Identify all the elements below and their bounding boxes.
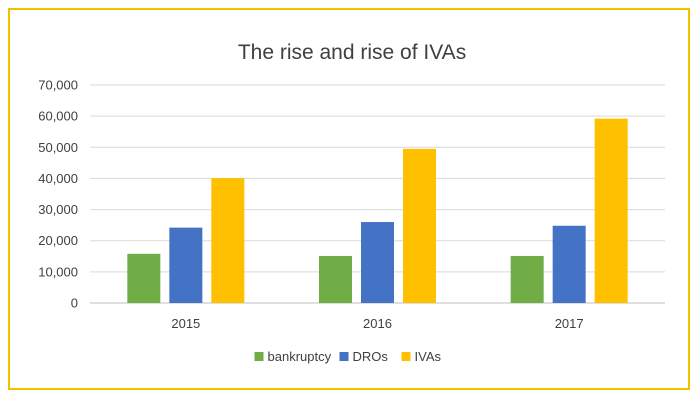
y-tick-label: 70,000 [38, 78, 78, 93]
legend-label-ivas: IVAs [415, 349, 442, 364]
legend-swatch-dros [339, 352, 349, 361]
legend-label-dros: DROs [353, 349, 389, 364]
bar-dros-2016 [361, 222, 394, 303]
legend-label-bankruptcy: bankruptcy [268, 349, 332, 364]
y-tick-label: 20,000 [38, 233, 78, 248]
bar-ivas-2017 [594, 118, 628, 304]
legend-swatch-bankruptcy [254, 352, 264, 361]
y-tick-label: 50,000 [38, 140, 78, 155]
bars [127, 118, 628, 304]
bar-dros-2015 [169, 227, 203, 303]
bar-bankruptcy-2017 [510, 255, 544, 303]
x-tick-label: 2017 [555, 316, 584, 331]
y-tick-label: 0 [71, 296, 78, 311]
legend: bankruptcy DROs IVAs [254, 349, 442, 364]
y-tick-label: 40,000 [38, 171, 78, 186]
chart-frame [8, 8, 690, 390]
legend-swatch-ivas [401, 352, 411, 361]
bar-ivas-2015 [211, 178, 245, 303]
y-tick-label: 10,000 [38, 264, 78, 279]
x-axis: 2015 2016 2017 [171, 316, 583, 331]
x-tick-label: 2015 [171, 316, 200, 331]
chart-title: The rise and rise of IVAs [238, 41, 466, 64]
y-axis: 0 10,000 20,000 30,000 40,000 50,000 60,000 70,… [38, 78, 78, 311]
x-tick-label: 2016 [363, 316, 392, 331]
bar-ivas-2016 [403, 148, 436, 303]
y-tick-label: 60,000 [38, 109, 78, 124]
bar-bankruptcy-2015 [127, 253, 161, 303]
y-tick-label: 30,000 [38, 202, 78, 217]
bar-dros-2017 [552, 225, 586, 303]
bar-bankruptcy-2016 [319, 255, 352, 303]
